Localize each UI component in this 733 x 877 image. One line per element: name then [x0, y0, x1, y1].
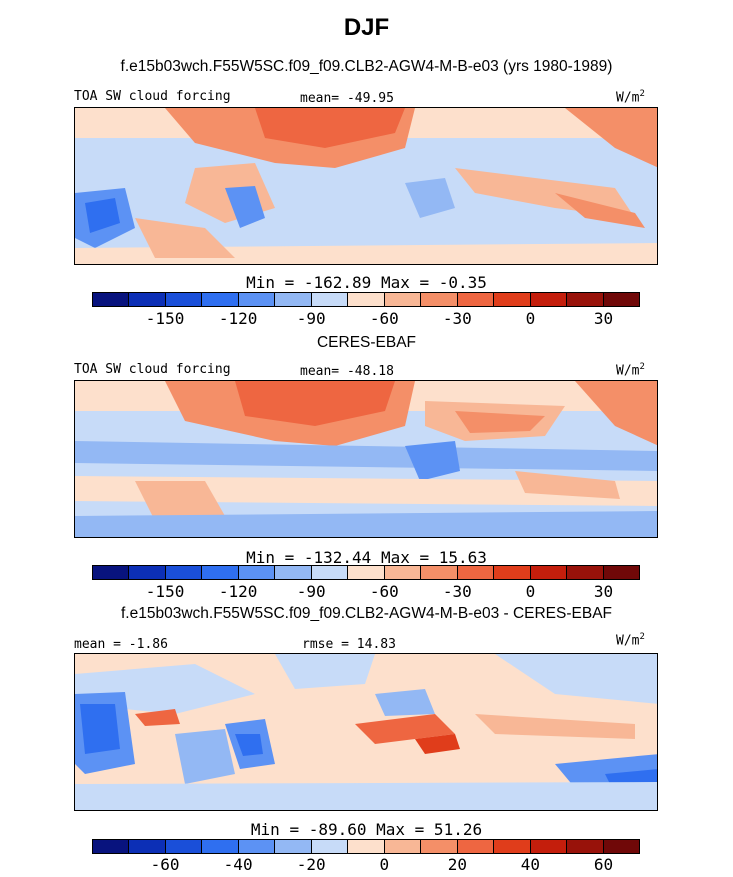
panel3-colorbar-swatch: [384, 840, 422, 853]
panel3-rmse-label: rmse = 14.83: [302, 637, 396, 652]
panel2-colorbar-tick: -30: [442, 582, 472, 601]
panel1-colorbar-swatch: [238, 293, 276, 306]
panel3-map-field: [75, 654, 657, 810]
panel2-colorbar-swatch: [530, 566, 568, 579]
panel2-colorbar-tick: 0: [525, 582, 536, 601]
panel3-colorbar-swatch: [348, 840, 385, 853]
panel2-colorbar-swatch: [457, 566, 495, 579]
panel3-colorbar-swatch: [567, 840, 604, 853]
panel3-colorbar-swatch: [311, 840, 349, 853]
panel2-colorbar-tick: -150: [145, 582, 185, 601]
panel3-colorbar: [92, 839, 640, 854]
panel2-colorbar-tick: 30: [593, 582, 614, 601]
panel2-colorbar: [92, 565, 640, 580]
panel2-colorbar-swatch: [494, 566, 531, 579]
panel3-colorbar-swatch: [93, 840, 130, 853]
panel2-colorbar-tick: -60: [369, 582, 399, 601]
panel1-colorbar-swatch: [421, 293, 458, 306]
panel2-colorbar-tick: -120: [218, 582, 258, 601]
panel1-colorbar-tick: -90: [296, 309, 326, 328]
panel1-colorbar-swatch: [275, 293, 312, 306]
panel2-colorbar-swatch: [348, 566, 385, 579]
panel1-colorbar-swatch: [567, 293, 604, 306]
panel2-colorbar-swatch: [311, 566, 349, 579]
panel3-colorbar-tick: 0: [379, 855, 390, 874]
panel1-colorbar-swatch: [202, 293, 239, 306]
panel1-colorbar-swatch: [530, 293, 568, 306]
panel1-colorbar-swatch: [348, 293, 385, 306]
panel3-colorbar-swatch: [238, 840, 276, 853]
panel3-colorbar-tick: 20: [447, 855, 467, 874]
panel3-colorbar-swatch: [129, 840, 166, 853]
panel1-colorbar-swatch: [165, 293, 203, 306]
panel1-colorbar-tick: -120: [218, 309, 258, 328]
panel3-colorbar-tick: -60: [150, 855, 180, 874]
panel2-colorbar-swatch: [603, 566, 640, 579]
panel1-colorbar: [92, 292, 640, 307]
panel1-colorbar-swatch: [494, 293, 531, 306]
panel1-map-field: [75, 108, 657, 264]
panel2-units-label: W/m2: [616, 362, 645, 379]
figure-title: DJF: [343, 14, 390, 41]
panel1-colorbar-tick: -30: [442, 309, 472, 328]
panel1-units-label: W/m2: [616, 89, 645, 106]
panel2-colorbar-swatch: [275, 566, 312, 579]
panel1-mean-label: mean= -49.95: [300, 91, 394, 106]
panel2-colorbar-swatch: [384, 566, 422, 579]
panel1-colorbar-swatch: [129, 293, 166, 306]
panel3-colorbar-swatch: [603, 840, 640, 853]
panel2-mean-label: mean= -48.18: [300, 364, 394, 379]
panel3-mean-label: mean = -1.86: [74, 637, 168, 652]
panel3-colorbar-swatch: [421, 840, 458, 853]
panel3-colorbar-swatch: [275, 840, 312, 853]
panel1-variable-label: TOA SW cloud forcing: [74, 89, 231, 104]
panel1-colorbar-swatch: [603, 293, 640, 306]
panel1-colorbar-tick: -60: [369, 309, 399, 328]
panel3-colorbar-swatch: [202, 840, 239, 853]
panel3-colorbar-swatch: [530, 840, 568, 853]
panel2-colorbar-tick: -90: [296, 582, 326, 601]
panel1-colorbar-swatch: [311, 293, 349, 306]
panel2-colorbar-swatch: [165, 566, 203, 579]
panel1-colorbar-swatch: [93, 293, 130, 306]
panel3-title: f.e15b03wch.F55W5SC.f09_f09.CLB2-AGW4-M-…: [120, 605, 613, 622]
panel1-colorbar-swatch: [384, 293, 422, 306]
panel2-title: CERES-EBAF: [316, 334, 417, 351]
panel3-colorbar-tick: -40: [223, 855, 253, 874]
panel2-map-field: [75, 381, 657, 537]
panel1-colorbar-tick: 0: [525, 309, 536, 328]
panel2-variable-label: TOA SW cloud forcing: [74, 362, 231, 377]
panel3-map: [74, 653, 658, 811]
panel2-colorbar-swatch: [238, 566, 276, 579]
panel1-title: f.e15b03wch.F55W5SC.f09_f09.CLB2-AGW4-M-…: [120, 58, 613, 75]
panel2-colorbar-swatch: [93, 566, 130, 579]
panel1-colorbar-tick: -150: [145, 309, 185, 328]
panel3-colorbar-swatch: [457, 840, 495, 853]
panel3-colorbar-tick: 60: [593, 855, 614, 874]
panel3-colorbar-swatch: [494, 840, 531, 853]
panel3-colorbar-tick: 40: [520, 855, 541, 874]
panel1-colorbar-swatch: [457, 293, 495, 306]
panel2-minmax: Min = -132.44 Max = 15.63: [246, 548, 487, 567]
panel2-map: [74, 380, 658, 538]
panel2-colorbar-swatch: [129, 566, 166, 579]
panel2-colorbar-swatch: [567, 566, 604, 579]
panel1-minmax: Min = -162.89 Max = -0.35: [246, 273, 487, 292]
panel2-colorbar-swatch: [421, 566, 458, 579]
panel2-colorbar-swatch: [202, 566, 239, 579]
panel1-colorbar-tick: 30: [593, 309, 614, 328]
panel3-minmax: Min = -89.60 Max = 51.26: [250, 820, 483, 839]
panel3-colorbar-tick: -20: [296, 855, 326, 874]
panel1-map: [74, 107, 658, 265]
panel3-colorbar-swatch: [165, 840, 203, 853]
panel3-units-label: W/m2: [616, 632, 645, 649]
